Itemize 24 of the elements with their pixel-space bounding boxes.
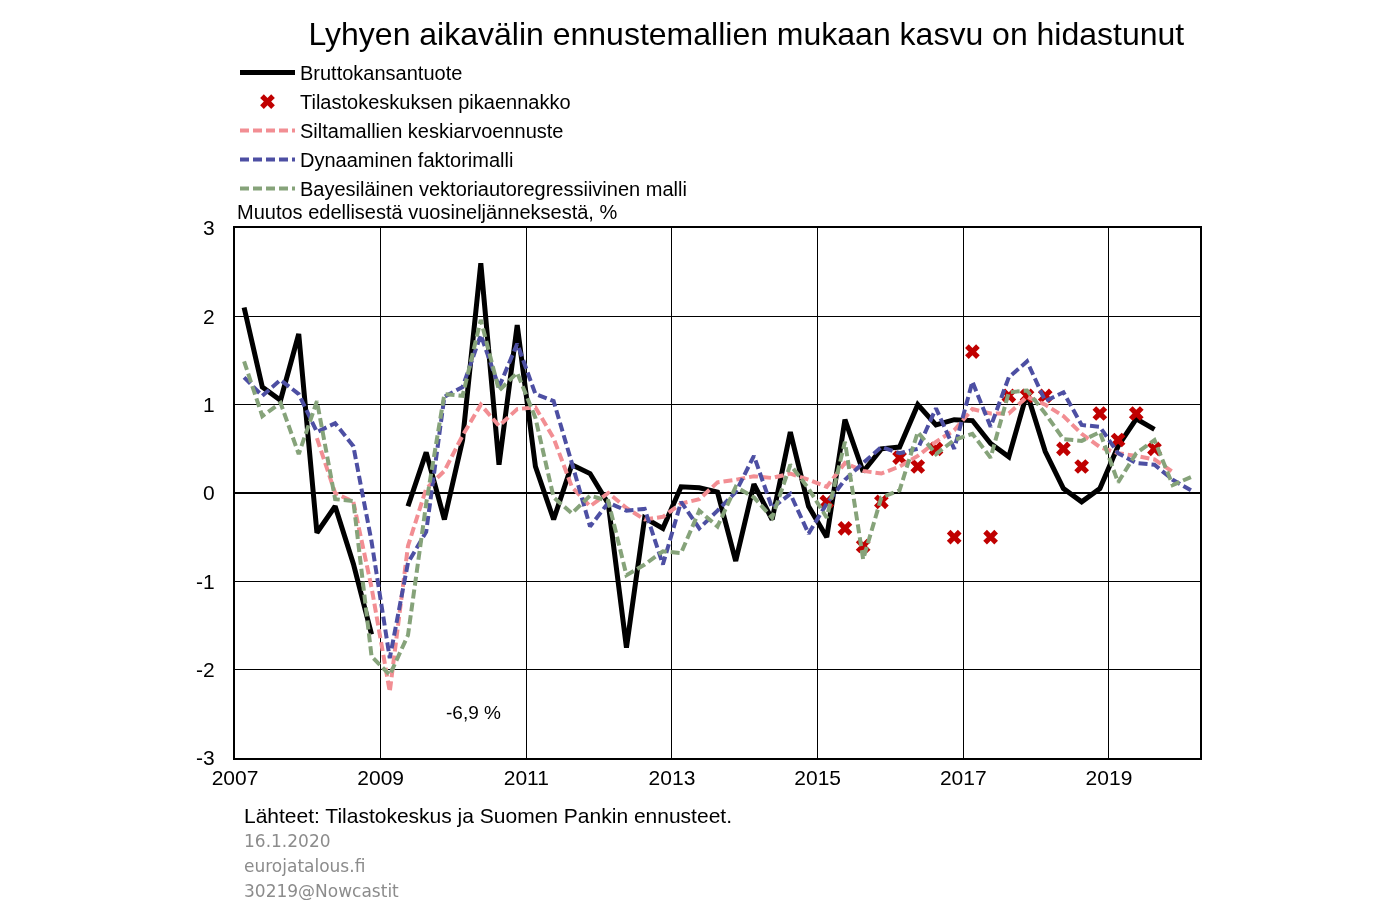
chart-title: Lyhyen aikavälin ennustemallien mukaan kasvu on hidastunut [308,15,1185,52]
y-tick-label: 1 [203,393,215,417]
x-tick-label: 2017 [939,766,987,790]
text: eurojatalous.fi [244,856,366,876]
text: 30219@Nowcastit [244,881,400,900]
y-tick-label: 0 [203,481,215,505]
x-tick-label: 2011 [503,766,549,790]
x-tick-label: 2013 [648,766,696,790]
legend-label: Bruttokansantuote [300,62,463,85]
x-tick-label: 2015 [794,766,841,790]
text: 16.1.2020 [244,831,331,851]
x-tick-label: 2019 [1085,766,1133,790]
y-axis-title: Muutos edellisestä vuosineljänneksestä, % [237,201,618,223]
y-tick-label: -1 [196,569,215,593]
y-tick-label: 2 [203,304,215,328]
legend-label: Bayesiläinen vektoriautoregressiivinen malli [300,178,687,201]
y-tick-label: -2 [196,658,215,682]
legend-label: Siltamallien keskiarvoennuste [300,120,564,143]
annotation: -6,9 % [446,702,502,723]
y-tick-label: 3 [203,216,215,240]
legend-label: Tilastokeskuksen pikaennakko [300,91,571,114]
x-tick-label: 2009 [357,766,405,790]
legend-label: Dynaaminen faktorimalli [300,149,514,172]
text: Lähteet: Tilastokeskus ja Suomen Pankin ennusteet. [244,804,732,827]
